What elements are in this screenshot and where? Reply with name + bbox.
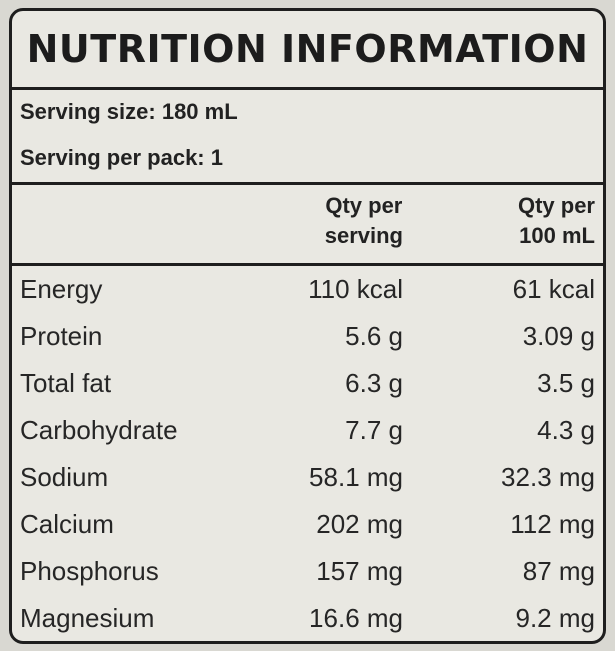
column-header-line: 100 mL — [519, 223, 595, 248]
table-row: Energy 110 kcal 61 kcal — [12, 268, 603, 315]
qty-per-serving: 16.6 mg — [309, 603, 403, 633]
table-row: Carbohydrate 7.7 g 4.3 g — [12, 409, 603, 456]
qty-per-100ml: 32.3 mg — [501, 462, 595, 492]
nutrient-label: Total fat — [20, 368, 112, 398]
column-header-line: Qty per — [517, 193, 595, 218]
divider — [12, 263, 603, 266]
qty-per-serving: 7.7 g — [345, 415, 403, 445]
column-header-per-100ml: Qty per 100 mL — [518, 191, 595, 251]
panel-title: NUTRITION INFORMATION — [12, 11, 603, 90]
table-row: Total fat 6.3 g 3.5 g — [12, 362, 603, 409]
qty-per-100ml: 61 kcal — [512, 274, 595, 304]
nutrient-label: Magnesium — [20, 603, 155, 633]
qty-per-serving: 6.3 g — [345, 368, 403, 398]
qty-per-100ml: 112 mg — [510, 509, 595, 539]
nutrient-label: Phosphorus — [20, 556, 159, 586]
table-row: Protein 5.6 g 3.09 g — [12, 315, 603, 362]
qty-per-serving: 202 mg — [316, 509, 403, 539]
qty-per-100ml: 9.2 mg — [515, 603, 596, 633]
nutrition-panel: NUTRITION INFORMATION Serving size: 180 … — [9, 8, 606, 644]
table-row: Sodium 58.1 mg 32.3 mg — [12, 456, 603, 503]
column-header-line: Qty per — [325, 193, 403, 218]
qty-per-serving: 58.1 mg — [309, 462, 403, 492]
nutrient-label: Carbohydrate — [20, 415, 178, 445]
qty-per-100ml: 3.5 g — [537, 368, 595, 398]
nutrient-label: Sodium — [20, 462, 109, 492]
nutrient-label: Calcium — [20, 509, 114, 539]
table-row: Magnesium 16.6 mg 9.2 mg — [12, 597, 603, 641]
nutrient-label: Energy — [20, 274, 103, 304]
column-header-line: serving — [324, 223, 403, 248]
qty-per-serving: 157 mg — [316, 556, 403, 586]
table-row: Phosphorus 157 mg 87 mg — [12, 550, 603, 597]
qty-per-serving: 110 kcal — [308, 274, 403, 304]
column-header-per-serving: Qty per serving — [325, 191, 403, 251]
table-row: Calcium 202 mg 112 mg — [12, 503, 603, 550]
serving-per-pack: Serving per pack: 1 — [20, 145, 223, 170]
qty-per-100ml: 4.3 g — [537, 415, 595, 445]
qty-per-serving: 5.6 g — [345, 321, 403, 351]
qty-per-100ml: 3.09 g — [522, 321, 595, 351]
qty-per-100ml: 87 mg — [522, 556, 595, 586]
nutrient-label: Protein — [20, 321, 103, 351]
serving-size: Serving size: 180 mL — [20, 99, 238, 124]
divider — [12, 182, 603, 185]
